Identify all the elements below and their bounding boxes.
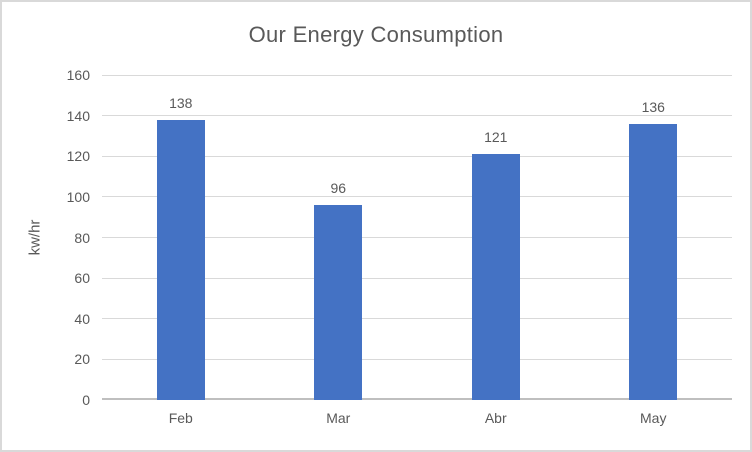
bar-value-label: 96 <box>330 180 347 196</box>
y-tick-label: 100 <box>66 188 90 205</box>
bar-feb <box>156 119 205 400</box>
y-tick-label: 80 <box>74 229 90 246</box>
y-tick-label: 160 <box>66 67 90 83</box>
x-axis-category-labels: Feb Mar Abr May <box>102 408 732 434</box>
plot-area: 138 96 121 136 <box>102 74 732 400</box>
gridline <box>102 318 732 320</box>
bar-value-label: 138 <box>169 94 193 111</box>
x-category-label: Mar <box>326 410 351 426</box>
bar-may <box>629 123 678 400</box>
x-category-label: Abr <box>484 410 507 426</box>
x-category-label: May <box>640 410 667 426</box>
y-axis-tick-labels: 0 20 40 60 80 100 120 140 160 <box>2 67 90 408</box>
gridline <box>102 277 732 279</box>
gridline <box>102 237 732 238</box>
bar-mar <box>314 205 363 400</box>
x-axis-line <box>102 398 732 400</box>
y-tick-label: 140 <box>66 107 90 124</box>
gridline <box>102 196 732 198</box>
gridline <box>102 358 732 360</box>
bar-value-label: 121 <box>484 129 508 146</box>
chart-title: Our Energy Consumption <box>248 22 504 47</box>
y-tick-label: 20 <box>74 351 90 368</box>
gridline <box>102 74 732 76</box>
y-tick-label: 40 <box>74 310 90 327</box>
bar-abr <box>471 154 520 400</box>
gridline <box>102 115 732 117</box>
gridline <box>102 155 732 157</box>
x-category-label: Feb <box>168 410 193 426</box>
y-tick-label: 0 <box>82 392 90 408</box>
y-tick-label: 120 <box>66 148 90 165</box>
bar-value-label: 136 <box>641 98 665 115</box>
y-tick-label: 60 <box>74 270 90 287</box>
